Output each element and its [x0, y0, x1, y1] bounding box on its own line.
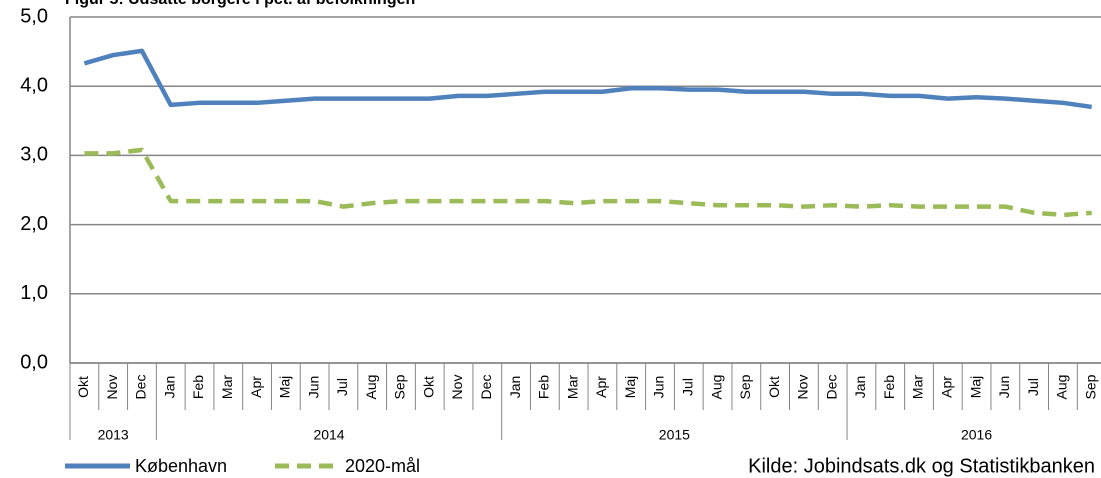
x-tick-label: Maj	[967, 376, 983, 399]
x-tick-label: Apr	[248, 376, 264, 398]
x-tick-label: Aug	[363, 375, 379, 400]
x-tick-label: Mar	[219, 375, 235, 399]
legend-label: København	[135, 456, 227, 476]
series-line	[83, 48, 1093, 110]
x-tick-label: Sep	[392, 374, 408, 399]
legend-label: 2020-mål	[345, 456, 420, 476]
x-tick-label: Aug	[1054, 375, 1070, 400]
x-tick-label: Jan	[507, 376, 523, 399]
x-tick-label: Sep	[1082, 374, 1098, 399]
x-tick-label: Mar	[910, 375, 926, 399]
x-tick-label: Jun	[996, 376, 1012, 399]
group-label: 2015	[659, 427, 690, 443]
x-tick-label: Jun	[305, 376, 321, 399]
x-tick-label: Maj	[622, 376, 638, 399]
x-tick-label: Nov	[449, 375, 465, 400]
x-tick-label: Apr	[938, 376, 954, 398]
x-tick-label: Feb	[536, 375, 552, 399]
x-tick-label: Okt	[75, 376, 91, 398]
chart-title: Figur 5: Udsatte borgere i pct. af befol…	[65, 0, 415, 8]
x-tick-label: Sep	[737, 374, 753, 399]
x-tick-label: Okt	[766, 376, 782, 398]
x-tick-label: Mar	[564, 375, 580, 399]
y-tick-label: 4,0	[20, 74, 48, 96]
x-tick-label: Jan	[852, 376, 868, 399]
x-tick-label: Okt	[420, 376, 436, 398]
y-tick-label: 1,0	[20, 282, 48, 304]
x-tick-label: Dec	[133, 375, 149, 400]
group-label: 2016	[961, 427, 992, 443]
y-tick-label: 3,0	[20, 144, 48, 166]
x-tick-label: Nov	[104, 375, 120, 400]
x-tick-label: Jul	[334, 378, 350, 396]
x-tick-label: Feb	[881, 375, 897, 399]
x-tick-label: Maj	[277, 376, 293, 399]
series-line	[84, 147, 1092, 218]
x-tick-label: Dec	[478, 375, 494, 400]
x-tick-label: Jul	[679, 378, 695, 396]
x-tick-label: Jan	[161, 376, 177, 399]
source-note: Kilde: Jobindsats.dk og Statistikbanken	[748, 455, 1095, 477]
group-label: 2014	[313, 427, 344, 443]
x-tick-label: Feb	[190, 375, 206, 399]
y-tick-label: 2,0	[20, 213, 48, 235]
group-label: 2013	[98, 427, 129, 443]
y-tick-label: 0,0	[20, 351, 48, 373]
y-tick-label: 5,0	[20, 5, 48, 27]
x-tick-label: Aug	[708, 375, 724, 400]
x-tick-label: Jun	[651, 376, 667, 399]
x-tick-label: Jul	[1025, 378, 1041, 396]
x-tick-label: Nov	[795, 375, 811, 400]
x-tick-label: Apr	[593, 376, 609, 398]
x-tick-label: Dec	[823, 375, 839, 400]
